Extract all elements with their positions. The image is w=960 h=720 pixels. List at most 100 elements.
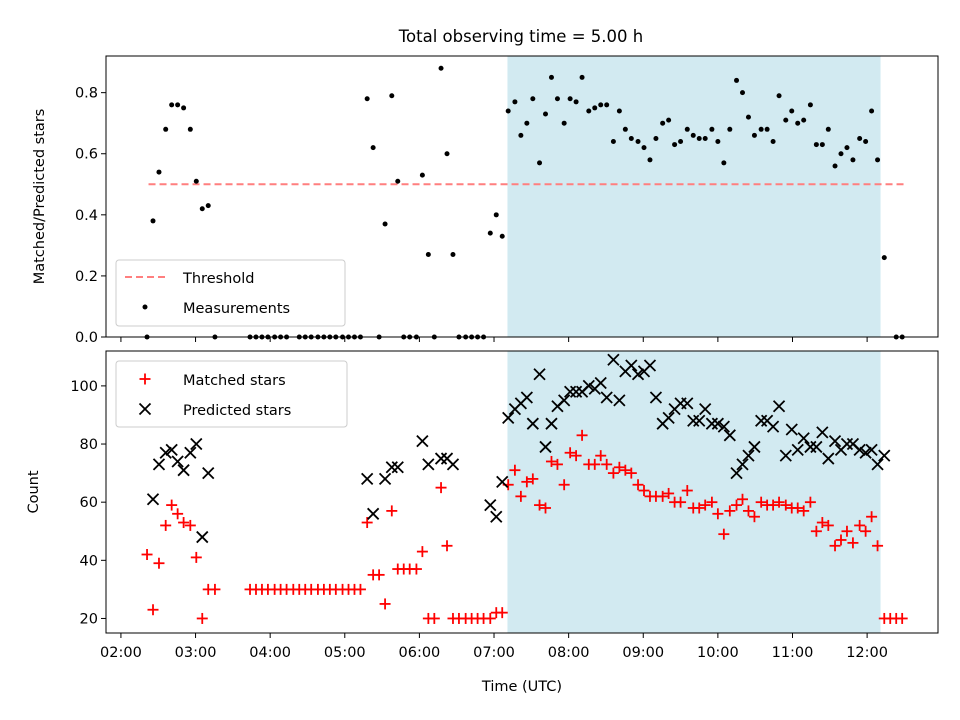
- matched-point: [184, 519, 196, 531]
- matched-point: [515, 490, 527, 502]
- predicted-point: [723, 429, 736, 442]
- matched-point: [435, 482, 447, 494]
- predicted-point-b: [558, 394, 571, 407]
- predicted-point: [766, 420, 780, 433]
- measurement-point: [382, 221, 388, 227]
- predicted-point: [878, 449, 891, 462]
- legend-threshold-label: Threshold: [182, 271, 254, 287]
- predicted-point-b: [563, 385, 577, 398]
- matched-point: [160, 519, 172, 531]
- matched-point: [810, 525, 822, 537]
- measurement-point: [795, 120, 801, 126]
- predicted-point-b: [779, 449, 792, 462]
- predicted-point: [159, 446, 172, 459]
- predicted-point-b: [693, 414, 706, 427]
- matched-point: [484, 612, 496, 624]
- top-x-tick-marks: [120, 337, 868, 342]
- predicted-point: [822, 452, 835, 465]
- measurement-point: [493, 212, 499, 218]
- x-tick-label: 07:00: [473, 645, 515, 661]
- measurement-point: [573, 99, 579, 105]
- predicted-point: [422, 458, 435, 471]
- matched-point: [379, 598, 391, 610]
- matched-point: [534, 499, 546, 511]
- matched-point: [166, 499, 178, 511]
- predicted-point: [177, 464, 190, 477]
- measurement-point: [586, 108, 592, 114]
- matched-point: [551, 458, 563, 470]
- measurement-point: [838, 151, 844, 157]
- predicted-point: [196, 530, 209, 544]
- bottom-y-tick-label: 80: [80, 437, 98, 453]
- predicted-point-b: [797, 432, 810, 445]
- legend-x-marker: [138, 402, 152, 416]
- legend-predicted-swatch: [138, 402, 152, 416]
- measurement-point: [598, 102, 604, 108]
- predicted-point: [416, 434, 429, 448]
- x-tick-label: 03:00: [175, 645, 217, 661]
- matched-point: [428, 612, 440, 624]
- predicted-point-b: [159, 446, 172, 459]
- measurement-point: [875, 157, 881, 163]
- predicted-point-b: [600, 391, 613, 404]
- x-tick-label: 11:00: [772, 645, 814, 661]
- top-y-tick-label: 0.8: [75, 86, 98, 102]
- measurement-point: [205, 203, 211, 209]
- predicted-point-b: [625, 359, 638, 372]
- measurement-point: [512, 99, 518, 105]
- predicted-point-b: [631, 368, 645, 381]
- measurement-point: [869, 108, 875, 114]
- predicted-point-b: [723, 429, 736, 442]
- measurement-point: [175, 102, 181, 108]
- x-tick-label: 05:00: [324, 645, 366, 661]
- legend-plus-marker: [139, 373, 151, 385]
- predicted-point-b: [422, 458, 435, 471]
- matched-point: [822, 519, 834, 531]
- measurement-point: [709, 126, 715, 132]
- matched-point: [736, 493, 748, 505]
- bottom-legend-box: [115, 360, 348, 428]
- measurement-point: [505, 108, 511, 114]
- top-y-axis: 0.0 0.2 0.4 0.6 0.8: [75, 86, 106, 346]
- predicted-point-b: [539, 440, 552, 454]
- matched-point: [545, 455, 557, 467]
- matched-point: [595, 450, 607, 462]
- predicted-point: [545, 417, 558, 430]
- predicted-point-b: [705, 417, 719, 430]
- predicted-point-b: [878, 449, 891, 462]
- matched-point: [718, 528, 730, 540]
- matched-point: [829, 540, 841, 552]
- matched-point: [755, 496, 767, 508]
- matched-point: [804, 496, 816, 508]
- measurement-point: [389, 93, 395, 99]
- predicted-point: [699, 403, 712, 416]
- matched-point: [576, 429, 588, 441]
- matched-point: [509, 464, 521, 476]
- predicted-point: [736, 458, 749, 471]
- predicted-point-b: [378, 472, 392, 486]
- measurement-point: [770, 139, 776, 145]
- matched-point: [601, 458, 613, 470]
- predicted-point: [202, 466, 215, 480]
- measurement-point: [801, 117, 807, 123]
- x-tick-label: 10:00: [697, 645, 739, 661]
- top-y-tick-label: 0.6: [75, 147, 98, 163]
- x-tick-label: 09:00: [622, 645, 664, 661]
- matched-point: [416, 546, 428, 558]
- bottom-y-tick-label: 100: [70, 379, 98, 395]
- measurement-point: [592, 105, 598, 111]
- bottom-y-axis-label: Count: [26, 470, 42, 513]
- measurement-point: [543, 111, 549, 117]
- top-legend: Threshold Measurements: [115, 259, 346, 327]
- predicted-point-b: [594, 376, 607, 390]
- predicted-point-b: [785, 423, 798, 436]
- predicted-point: [810, 440, 823, 454]
- measurement-point: [647, 157, 653, 163]
- predicted-point-b: [649, 391, 663, 404]
- predicted-point-b: [361, 472, 374, 486]
- matched-point: [190, 551, 202, 563]
- predicted-point-b: [613, 394, 626, 407]
- predicted-point: [490, 510, 503, 523]
- predicted-point: [791, 443, 804, 456]
- predicted-point-b: [190, 437, 203, 451]
